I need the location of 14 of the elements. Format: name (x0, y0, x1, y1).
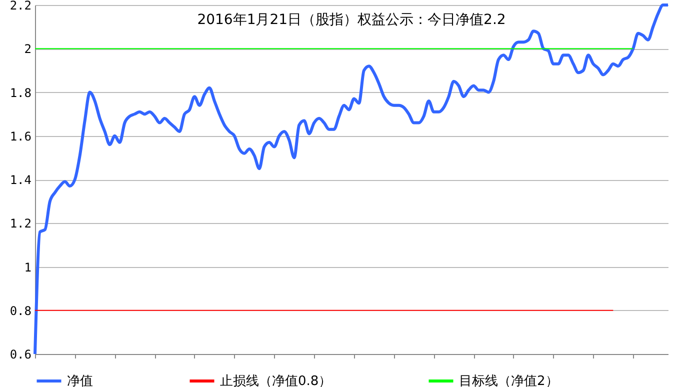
y-tick-label: 0.6 (10, 348, 32, 362)
y-tick-label: 1.6 (10, 129, 32, 144)
legend-label: 目标线（净值2） (459, 374, 558, 387)
y-tick-label: 1 (24, 260, 32, 274)
line-series (34, 4, 670, 356)
legend-label: 止损线（净值0.8） (220, 374, 332, 387)
y-tick-label: 1.2 (10, 216, 32, 231)
y-tick-label: 1.8 (10, 86, 32, 100)
text: 2016年1月21日（股指）权益公示：今日净值2.2 (197, 12, 506, 28)
y-tick-label: 1.4 (10, 173, 32, 187)
y-tick-label: 2 (24, 42, 32, 56)
y-tick-label: 2.2 (10, 0, 32, 12)
legend-label: 净值 (67, 374, 93, 387)
y-tick-label: 0.8 (10, 304, 32, 318)
